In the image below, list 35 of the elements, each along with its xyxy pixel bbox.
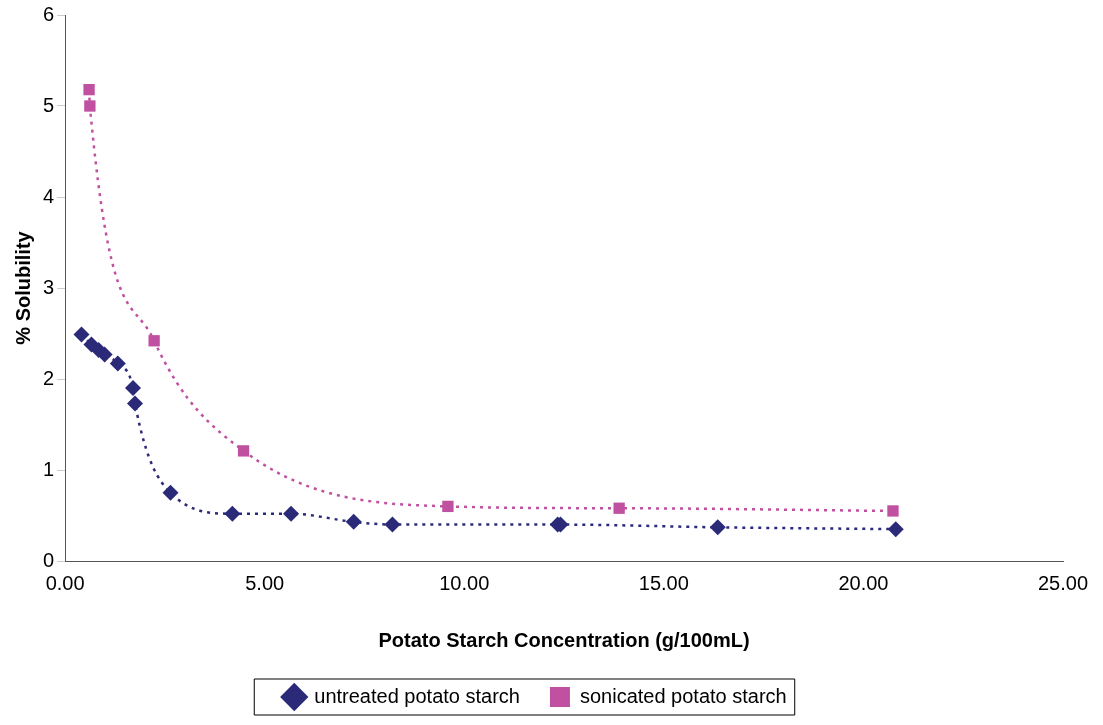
point — [384, 516, 401, 533]
point — [124, 380, 141, 397]
y-tick-label: 3 — [43, 275, 55, 298]
y-tick-label: 1 — [43, 457, 55, 480]
y-tick-label: 6 — [43, 2, 55, 25]
point — [83, 83, 95, 96]
x-tick-label: 25.00 — [1037, 571, 1089, 594]
legend-label: sonicated potato starch — [579, 684, 787, 707]
x-tick-label: 10.00 — [439, 571, 490, 594]
point — [345, 513, 362, 530]
x-tick-label: 20.00 — [838, 571, 889, 594]
point — [283, 505, 300, 522]
x-tick-label: 15.00 — [638, 571, 689, 594]
point — [126, 395, 143, 412]
y-tick-label: 5 — [43, 93, 55, 116]
point — [887, 521, 904, 538]
point — [84, 100, 96, 112]
x-axis-title: Potato Starch Concentration (g/100mL) — [378, 628, 750, 651]
point — [109, 355, 126, 372]
x-tick-label: 5.00 — [245, 571, 285, 594]
y-tick-label: 2 — [43, 366, 55, 389]
point — [237, 445, 250, 457]
point — [224, 505, 241, 522]
point — [709, 519, 726, 536]
legend-label: untreated potato starch — [314, 684, 520, 707]
x-tick-label: 0.00 — [45, 571, 85, 594]
y-axis-title: % Solubility — [11, 230, 34, 345]
point — [162, 484, 179, 501]
y-tick-label: 4 — [43, 184, 55, 207]
point — [148, 335, 160, 347]
point — [613, 502, 625, 514]
point — [73, 326, 90, 343]
point — [887, 505, 899, 517]
y-tick-label: 0 — [43, 548, 55, 571]
point — [442, 500, 454, 513]
